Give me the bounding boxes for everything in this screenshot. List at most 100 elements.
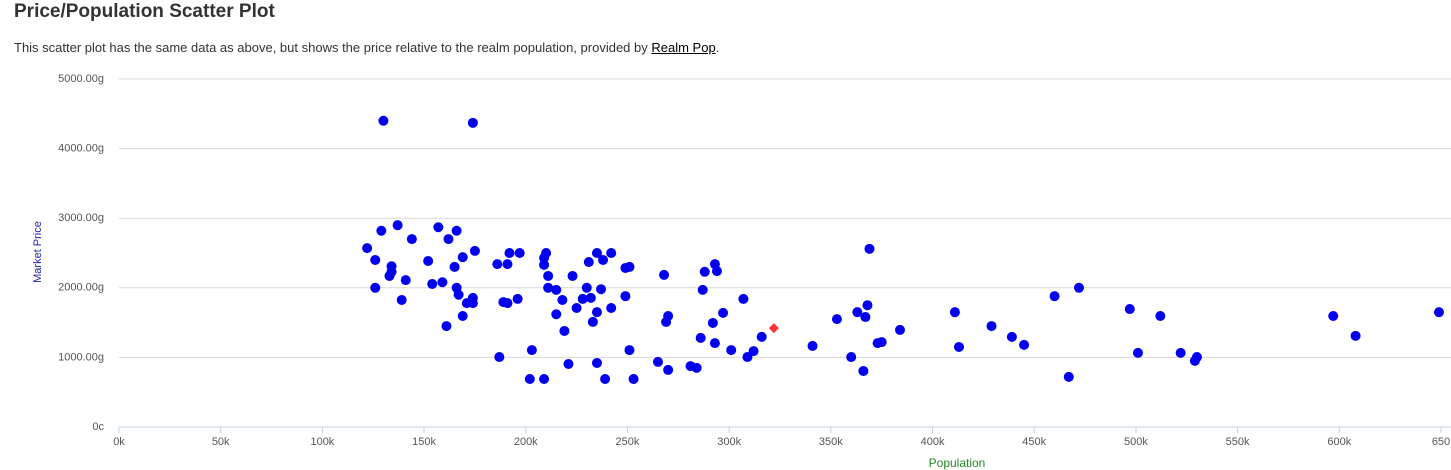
point (587, 316, 598, 327)
x-tick-label: 300k (717, 436, 741, 448)
point (392, 220, 403, 231)
point (406, 234, 417, 245)
y-tick-label: 0c (92, 421, 104, 433)
point (596, 284, 607, 295)
point (1191, 352, 1202, 363)
description: This scatter plot has the same data as a… (14, 40, 719, 55)
point (504, 248, 515, 258)
point (707, 317, 718, 328)
point (894, 324, 905, 335)
x-tick-label: 200k (514, 436, 538, 448)
point (378, 115, 389, 126)
x-tick-label: 50k (212, 436, 230, 448)
description-end: . (715, 40, 720, 55)
point (443, 234, 454, 245)
point (691, 362, 702, 373)
point (598, 254, 609, 265)
point (600, 373, 611, 384)
x-tick-label: 250k (616, 436, 640, 448)
realm-pop-link[interactable]: Realm Pop (651, 40, 716, 55)
point (699, 266, 710, 277)
point (583, 257, 594, 268)
point (858, 365, 869, 376)
point (697, 284, 708, 295)
point (467, 117, 478, 128)
point (427, 278, 438, 289)
point (591, 307, 602, 318)
point (541, 248, 552, 258)
y-tick-label: 4000.00g (58, 143, 104, 155)
point (543, 282, 554, 293)
point (585, 292, 596, 303)
point (451, 225, 462, 236)
x-tick-label: 150k (412, 436, 436, 448)
point (986, 321, 997, 332)
point (551, 284, 562, 295)
point (807, 340, 818, 351)
point (539, 373, 550, 384)
point (718, 307, 729, 318)
point (526, 345, 537, 356)
y-tick-label: 2000.00g (58, 282, 104, 294)
point (606, 302, 617, 313)
point (396, 294, 407, 305)
point (502, 298, 513, 309)
x-tick-label: 350k (819, 436, 843, 448)
point (543, 270, 554, 281)
point (1049, 291, 1060, 302)
description-text: This scatter plot has the same data as a… (14, 40, 648, 55)
point (1155, 310, 1166, 321)
point (494, 352, 505, 363)
point (624, 345, 635, 356)
point (663, 364, 674, 375)
point (457, 310, 468, 321)
point (551, 309, 562, 320)
point (949, 307, 960, 318)
point (457, 252, 468, 263)
point (539, 259, 550, 270)
point (376, 225, 387, 236)
point (726, 345, 737, 356)
point (512, 293, 523, 304)
point (864, 243, 875, 254)
point (563, 359, 574, 370)
point (492, 259, 503, 270)
point (386, 266, 397, 277)
x-tick-label: 400k (921, 436, 945, 448)
point (1433, 307, 1444, 318)
point (524, 373, 535, 384)
point (1328, 310, 1339, 321)
point (591, 357, 602, 368)
point (756, 331, 767, 342)
point (860, 312, 871, 323)
point (711, 266, 722, 277)
point (467, 298, 478, 309)
point (659, 269, 670, 280)
point (768, 323, 779, 334)
point (567, 270, 578, 281)
point (852, 307, 863, 318)
point (846, 352, 857, 363)
point (453, 289, 464, 300)
point (577, 293, 588, 304)
point (1006, 331, 1017, 342)
point (441, 321, 452, 332)
point (738, 293, 749, 304)
point (876, 337, 887, 348)
x-tick-label: 450k (1022, 436, 1046, 448)
x-axis-title: Population (929, 456, 986, 470)
point (831, 314, 842, 325)
x-tick-label: 500k (1124, 436, 1148, 448)
point (370, 282, 381, 293)
point (502, 259, 513, 270)
y-tick-label: 1000.00g (58, 351, 104, 363)
point (559, 325, 570, 336)
point (695, 332, 706, 343)
point (591, 248, 602, 258)
point (652, 356, 663, 367)
point (571, 302, 582, 313)
point (1175, 347, 1186, 358)
point (709, 338, 720, 349)
